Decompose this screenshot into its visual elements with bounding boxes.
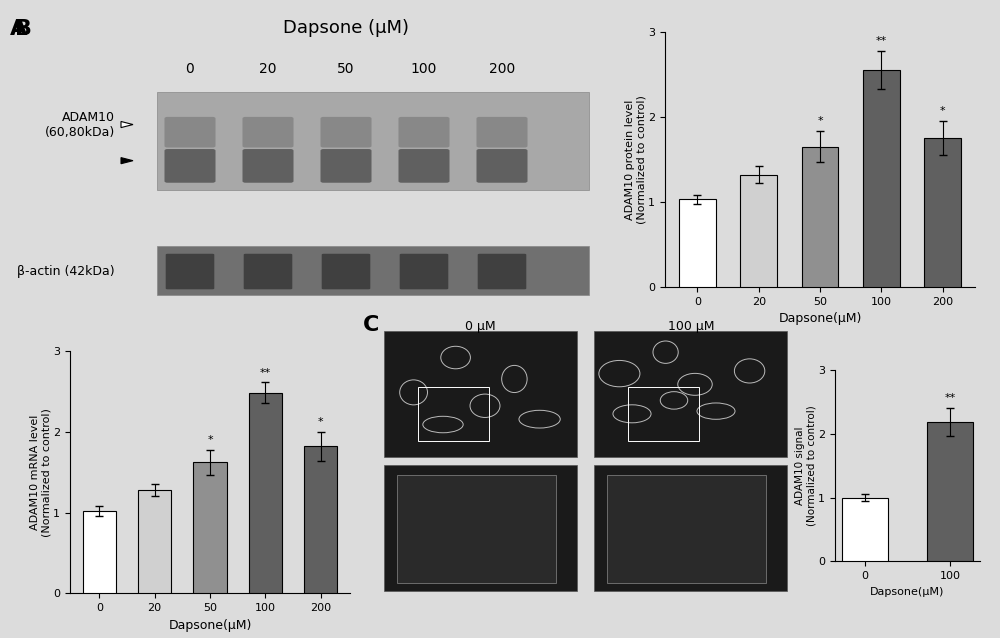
FancyBboxPatch shape: [242, 149, 294, 182]
FancyBboxPatch shape: [164, 149, 216, 182]
Bar: [679, 200, 716, 287]
Y-axis label: ADAM10 signal
(Normalized to control): ADAM10 signal (Normalized to control): [795, 405, 817, 526]
Bar: [740, 175, 777, 287]
Bar: [802, 147, 838, 287]
FancyBboxPatch shape: [164, 117, 216, 147]
FancyBboxPatch shape: [322, 254, 370, 289]
Bar: [138, 490, 171, 593]
Bar: [842, 498, 888, 561]
FancyBboxPatch shape: [157, 246, 589, 295]
Text: *: *: [940, 106, 945, 116]
Text: *: *: [817, 116, 823, 126]
Polygon shape: [121, 158, 133, 164]
Text: 100 μM: 100 μM: [668, 320, 714, 333]
Text: 0 μM: 0 μM: [465, 320, 496, 333]
Bar: [304, 446, 337, 593]
Text: *: *: [318, 417, 323, 427]
FancyBboxPatch shape: [242, 117, 294, 147]
FancyBboxPatch shape: [244, 254, 292, 289]
Bar: [384, 464, 577, 591]
FancyBboxPatch shape: [400, 254, 448, 289]
Text: 20: 20: [259, 62, 277, 76]
Text: *: *: [207, 436, 213, 445]
Text: ADAM10
(60,80kDa): ADAM10 (60,80kDa): [45, 110, 115, 138]
Bar: [924, 138, 961, 287]
Text: **: **: [876, 36, 887, 47]
Text: C: C: [363, 315, 380, 335]
FancyBboxPatch shape: [607, 475, 766, 582]
Polygon shape: [121, 121, 133, 128]
Text: **: **: [260, 367, 271, 378]
FancyBboxPatch shape: [478, 254, 526, 289]
FancyBboxPatch shape: [398, 117, 449, 147]
Bar: [863, 70, 900, 287]
Text: **: **: [944, 393, 956, 403]
Y-axis label: ADAM10 protein level
(Normalized to control): ADAM10 protein level (Normalized to cont…: [625, 95, 647, 224]
Text: Dapsone (μM): Dapsone (μM): [283, 19, 409, 37]
X-axis label: Dapsone(μM): Dapsone(μM): [778, 313, 862, 325]
FancyBboxPatch shape: [157, 93, 589, 190]
Text: B: B: [15, 19, 32, 39]
Text: 50: 50: [337, 62, 355, 76]
Bar: [193, 463, 227, 593]
Bar: [418, 387, 489, 441]
Text: 100: 100: [411, 62, 437, 76]
FancyBboxPatch shape: [477, 117, 528, 147]
Text: 200: 200: [489, 62, 515, 76]
FancyBboxPatch shape: [321, 149, 372, 182]
Bar: [249, 393, 282, 593]
Bar: [594, 330, 787, 457]
Bar: [628, 387, 699, 441]
Bar: [384, 330, 577, 457]
X-axis label: Dapsone(μM): Dapsone(μM): [168, 619, 252, 632]
Text: β-actin (42kDa): β-actin (42kDa): [17, 265, 115, 278]
Bar: [927, 422, 973, 561]
X-axis label: Dapsone(μM): Dapsone(μM): [870, 587, 945, 597]
FancyBboxPatch shape: [477, 149, 528, 182]
Bar: [83, 511, 116, 593]
Text: 0: 0: [186, 62, 194, 76]
Text: A: A: [10, 19, 27, 39]
Y-axis label: ADAM10 mRNA level
(Normalized to control): ADAM10 mRNA level (Normalized to control…: [30, 408, 52, 537]
Bar: [594, 464, 787, 591]
FancyBboxPatch shape: [166, 254, 214, 289]
FancyBboxPatch shape: [398, 149, 449, 182]
FancyBboxPatch shape: [321, 117, 372, 147]
FancyBboxPatch shape: [397, 475, 556, 582]
